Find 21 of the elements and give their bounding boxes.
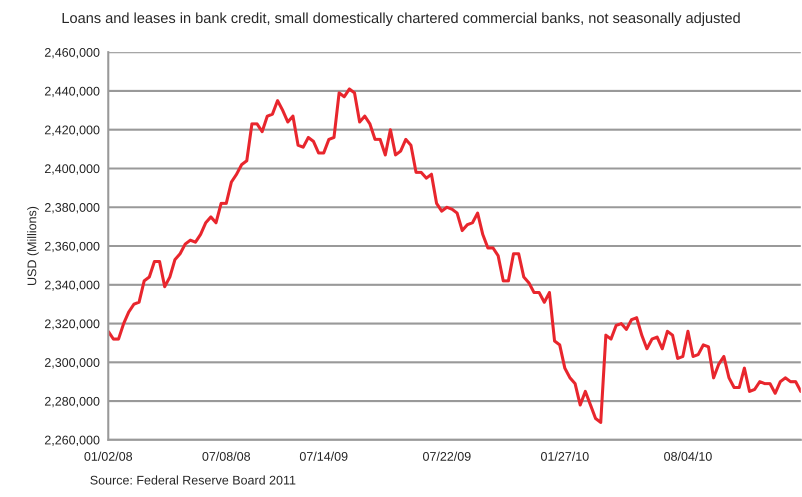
x-tick-label: 08/04/10 — [664, 452, 712, 461]
y-tick-label: 2,460,000 — [44, 48, 100, 58]
y-tick-label: 2,340,000 — [44, 280, 100, 291]
y-tick-label: 2,380,000 — [44, 203, 100, 214]
y-tick-label: 2,320,000 — [44, 319, 100, 330]
source-note: Source: Federal Reserve Board 2011 — [90, 475, 296, 485]
x-tick-label: 01/02/08 — [84, 452, 132, 461]
chart-title: Loans and leases in bank credit, small domestically chartered commercial banks, not seasonally adjusted — [62, 12, 740, 26]
line-series — [108, 87, 801, 424]
y-tick-label: 2,440,000 — [44, 86, 100, 98]
y-tick-label: 2,260,000 — [44, 436, 100, 446]
x-tick-label: 01/27/10 — [540, 452, 589, 461]
y-tick-label: 2,280,000 — [44, 396, 100, 408]
x-tick-label: 07/22/09 — [423, 452, 471, 461]
x-tick-label: 07/14/09 — [300, 452, 348, 461]
x-tick-label: 07/08/08 — [202, 452, 250, 461]
y-tick-label: 2,360,000 — [44, 242, 100, 252]
y-tick-label: 2,400,000 — [44, 164, 100, 175]
y-tick-label: 2,420,000 — [44, 126, 100, 136]
y-axis-title: USD (Millions) — [27, 206, 39, 285]
y-tick-label: 2,300,000 — [44, 358, 100, 368]
